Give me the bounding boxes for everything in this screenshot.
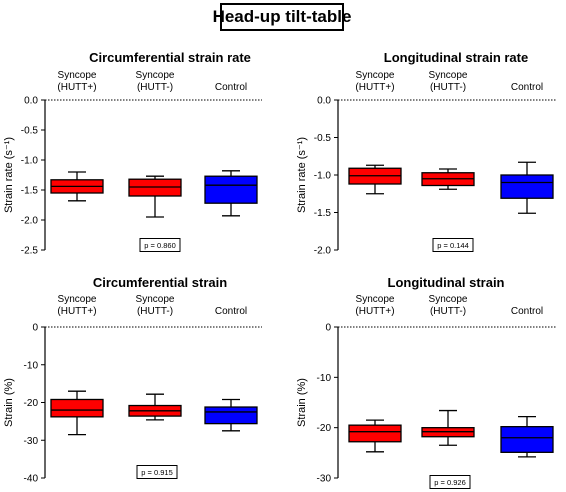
box-iqr [348, 424, 402, 443]
chart-panel-3: Circumferential strainSyncope(HUTT+)Sync… [3, 275, 262, 485]
category-label: (HUTT-) [137, 306, 173, 317]
y-tick-label: -20 [317, 423, 332, 434]
box-iqr [204, 175, 258, 204]
y-tick-label: -30 [24, 436, 39, 447]
chart-panel-4: Longitudinal strainSyncope(HUTT+)Syncope… [296, 275, 557, 489]
category-label: Syncope [356, 70, 395, 81]
box-iqr [500, 174, 554, 199]
p-value-box: p = 0.915 [136, 465, 178, 479]
box-control [500, 161, 554, 214]
y-tick-label: -2.0 [21, 216, 39, 227]
box-syncope-hutt-pos [50, 171, 104, 202]
category-label: (HUTT-) [137, 82, 173, 93]
y-tick-label: -0.5 [21, 126, 39, 137]
y-tick-label: -20 [24, 398, 39, 409]
category-label: (HUTT+) [355, 306, 394, 317]
chart-panel-1: Circumferential strain rateSyncope(HUTT+… [3, 50, 262, 257]
y-tick-label: -2.0 [314, 246, 332, 257]
y-tick-label: -1.0 [21, 156, 39, 167]
figure-title: Head-up tilt-table [213, 3, 351, 31]
y-tick-label: 0.0 [24, 96, 38, 107]
category-label: Control [215, 306, 247, 317]
box-control [500, 415, 554, 458]
y-tick-label: -1.5 [314, 208, 332, 219]
category-label: Control [511, 82, 543, 93]
y-tick-label: 0 [325, 323, 331, 334]
y-axis-label: Strain rate (s⁻¹) [296, 137, 308, 213]
y-tick-label: -30 [317, 474, 332, 485]
p-value-label: p = 0.926 [434, 478, 466, 487]
category-label: (HUTT-) [430, 82, 466, 93]
chart-panel-2: Longitudinal strain rateSyncope(HUTT+)Sy… [296, 50, 557, 257]
p-value-frame [139, 238, 181, 252]
box-syncope-hutt-pos [348, 164, 402, 195]
box-syncope-hutt-pos [50, 390, 104, 436]
box-syncope-hutt-neg [128, 175, 182, 218]
y-tick-label: -10 [317, 373, 332, 384]
p-value-frame [432, 238, 474, 252]
y-axis-label: Strain (%) [3, 378, 15, 427]
category-label: (HUTT+) [355, 82, 394, 93]
box-syncope-hutt-neg [128, 393, 182, 421]
p-value-box: p = 0.860 [139, 238, 181, 252]
p-value-label: p = 0.144 [437, 241, 469, 250]
chart-title: Circumferential strain rate [89, 50, 251, 65]
box-syncope-hutt-pos [348, 419, 402, 453]
category-label: Syncope [136, 70, 175, 81]
p-value-frame [136, 465, 178, 479]
y-tick-label: -2.5 [21, 246, 39, 257]
chart-title: Longitudinal strain [388, 275, 505, 290]
y-tick-label: -40 [24, 474, 39, 485]
category-label: Syncope [429, 70, 468, 81]
category-label: Syncope [356, 294, 395, 305]
y-tick-label: 0.0 [317, 96, 331, 107]
p-value-box: p = 0.144 [432, 238, 474, 252]
y-tick-label: -1.0 [314, 171, 332, 182]
category-label: Syncope [429, 294, 468, 305]
y-tick-label: -0.5 [314, 133, 332, 144]
y-axis-label: Strain rate (s⁻¹) [3, 137, 15, 213]
y-tick-label: -1.5 [21, 186, 39, 197]
y-tick-label: 0 [32, 323, 38, 334]
box-control [204, 170, 258, 217]
box-iqr [204, 406, 258, 425]
box-syncope-hutt-neg [421, 168, 475, 190]
category-label: Syncope [136, 294, 175, 305]
category-label: Control [215, 82, 247, 93]
y-tick-label: -10 [24, 360, 39, 371]
category-label: (HUTT-) [430, 306, 466, 317]
category-label: (HUTT+) [57, 306, 96, 317]
p-value-frame [429, 475, 471, 489]
box-syncope-hutt-neg [421, 409, 475, 446]
category-label: Syncope [58, 70, 97, 81]
category-label: (HUTT+) [57, 82, 96, 93]
chart-title: Circumferential strain [93, 275, 227, 290]
p-value-box: p = 0.926 [429, 475, 471, 489]
chart-title: Longitudinal strain rate [384, 50, 528, 65]
category-label: Control [511, 306, 543, 317]
p-value-label: p = 0.860 [144, 241, 176, 250]
category-label: Syncope [58, 294, 97, 305]
box-iqr [50, 398, 104, 418]
box-iqr [500, 426, 554, 453]
p-value-label: p = 0.915 [141, 468, 173, 477]
y-axis-label: Strain (%) [296, 378, 308, 427]
box-control [204, 398, 258, 432]
